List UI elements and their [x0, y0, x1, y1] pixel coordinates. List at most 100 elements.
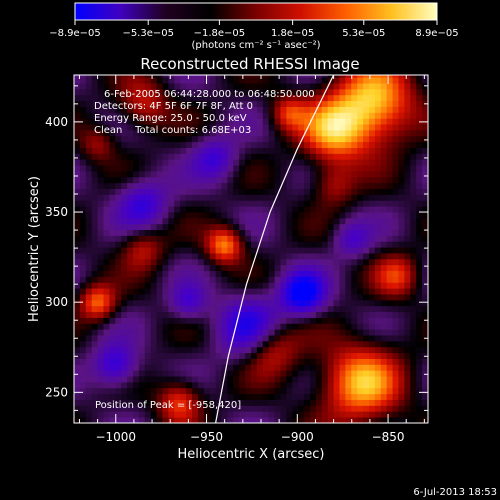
heatmap-cell	[386, 299, 393, 307]
heatmap-cell	[209, 129, 216, 137]
heatmap-cell	[262, 241, 270, 248]
heatmap-cell	[310, 200, 317, 207]
heatmap-cell	[416, 206, 423, 213]
heatmap-cell	[256, 258, 264, 266]
heatmap-cell	[357, 135, 364, 143]
heatmap-cell	[298, 118, 305, 125]
heatmap-cell	[404, 217, 411, 225]
heatmap-cell	[74, 381, 81, 389]
heatmap-cell	[369, 83, 376, 90]
heatmap-cell	[168, 94, 175, 102]
heatmap-cell	[103, 141, 110, 148]
heatmap-cell	[363, 112, 370, 119]
heatmap-cell	[369, 88, 376, 96]
heatmap-cell	[386, 141, 393, 148]
heatmap-cell	[91, 381, 98, 389]
heatmap-cell	[339, 182, 346, 189]
heatmap-cell	[398, 206, 405, 213]
heatmap-cell	[162, 323, 169, 330]
heatmap-cell	[286, 370, 293, 377]
heatmap-cell	[357, 83, 364, 90]
heatmap-cell	[203, 305, 211, 313]
heatmap-cell	[79, 311, 87, 318]
heatmap-cell	[227, 229, 234, 236]
heatmap-cell	[109, 194, 116, 201]
heatmap-cell	[221, 317, 228, 324]
heatmap-cell	[156, 311, 163, 318]
heatmap-cell	[168, 77, 175, 84]
heatmap-cell	[369, 212, 376, 219]
heatmap-cell	[357, 229, 364, 236]
heatmap-cell	[127, 135, 134, 143]
heatmap-cell	[227, 358, 234, 365]
heatmap-cell	[286, 294, 293, 301]
heatmap-cell	[327, 258, 334, 266]
heatmap-cell	[221, 305, 228, 313]
heatmap-cell	[398, 311, 405, 318]
heatmap-cell	[286, 235, 293, 242]
heatmap-cell	[304, 364, 311, 371]
heatmap-cell	[221, 411, 228, 418]
heatmap-cell	[162, 100, 169, 107]
heatmap-cell	[209, 118, 216, 125]
heatmap-cell	[109, 212, 116, 219]
heatmap-cell	[186, 258, 193, 266]
heatmap-cell	[197, 124, 205, 131]
heatmap-cell	[144, 381, 152, 389]
heatmap-cell	[162, 217, 169, 225]
heatmap-cell	[121, 106, 128, 113]
heatmap-cells	[74, 75, 428, 423]
heatmap-cell	[144, 253, 152, 260]
heatmap-cell	[398, 381, 405, 389]
heatmap-cell	[209, 182, 216, 189]
heatmap-cell	[386, 253, 393, 260]
heatmap-cell	[333, 75, 340, 78]
heatmap-cell	[109, 264, 116, 272]
heatmap-cell	[144, 323, 152, 330]
heatmap-cell	[233, 317, 240, 324]
heatmap-cell	[239, 358, 246, 365]
heatmap-cell	[310, 212, 317, 219]
heatmap-cell	[327, 118, 334, 125]
heatmap-cell	[221, 194, 228, 201]
heatmap-cell	[168, 165, 175, 172]
heatmap-cell	[392, 335, 399, 342]
heatmap-cell	[256, 217, 264, 225]
heatmap-cell	[85, 335, 93, 342]
heatmap-cell	[268, 276, 275, 283]
heatmap-cell	[345, 77, 352, 84]
heatmap-cell	[392, 235, 399, 242]
heatmap-cell	[215, 188, 222, 195]
heatmap-cell	[91, 188, 98, 195]
heatmap-cell	[103, 346, 110, 354]
heatmap-cell	[74, 176, 81, 184]
heatmap-cell	[203, 253, 211, 260]
heatmap-cell	[262, 399, 270, 406]
heatmap-cell	[215, 165, 222, 172]
heatmap-cell	[315, 75, 323, 78]
heatmap-cell	[380, 106, 388, 113]
heatmap-cell	[180, 212, 187, 219]
heatmap-cell	[251, 305, 258, 313]
heatmap-cell	[138, 329, 146, 336]
heatmap-cell	[339, 417, 346, 423]
heatmap-cell	[286, 358, 293, 365]
heatmap-cell	[310, 176, 317, 184]
heatmap-cell	[251, 75, 258, 78]
heatmap-cell	[97, 358, 104, 365]
heatmap-cell	[133, 288, 140, 295]
heatmap-cell	[209, 141, 216, 148]
heatmap-cell	[103, 282, 110, 289]
heatmap-cell	[74, 182, 81, 189]
heatmap-cell	[315, 294, 323, 301]
heatmap-cell	[304, 393, 311, 400]
heatmap-cell	[321, 83, 329, 90]
heatmap-cell	[121, 212, 128, 219]
heatmap-cell	[156, 399, 163, 406]
heatmap-cell	[327, 206, 334, 213]
heatmap-cell	[109, 358, 116, 365]
heatmap-cell	[351, 94, 358, 102]
heatmap-cell	[416, 159, 423, 166]
heatmap-cell	[74, 241, 81, 248]
heatmap-cell	[79, 75, 87, 78]
